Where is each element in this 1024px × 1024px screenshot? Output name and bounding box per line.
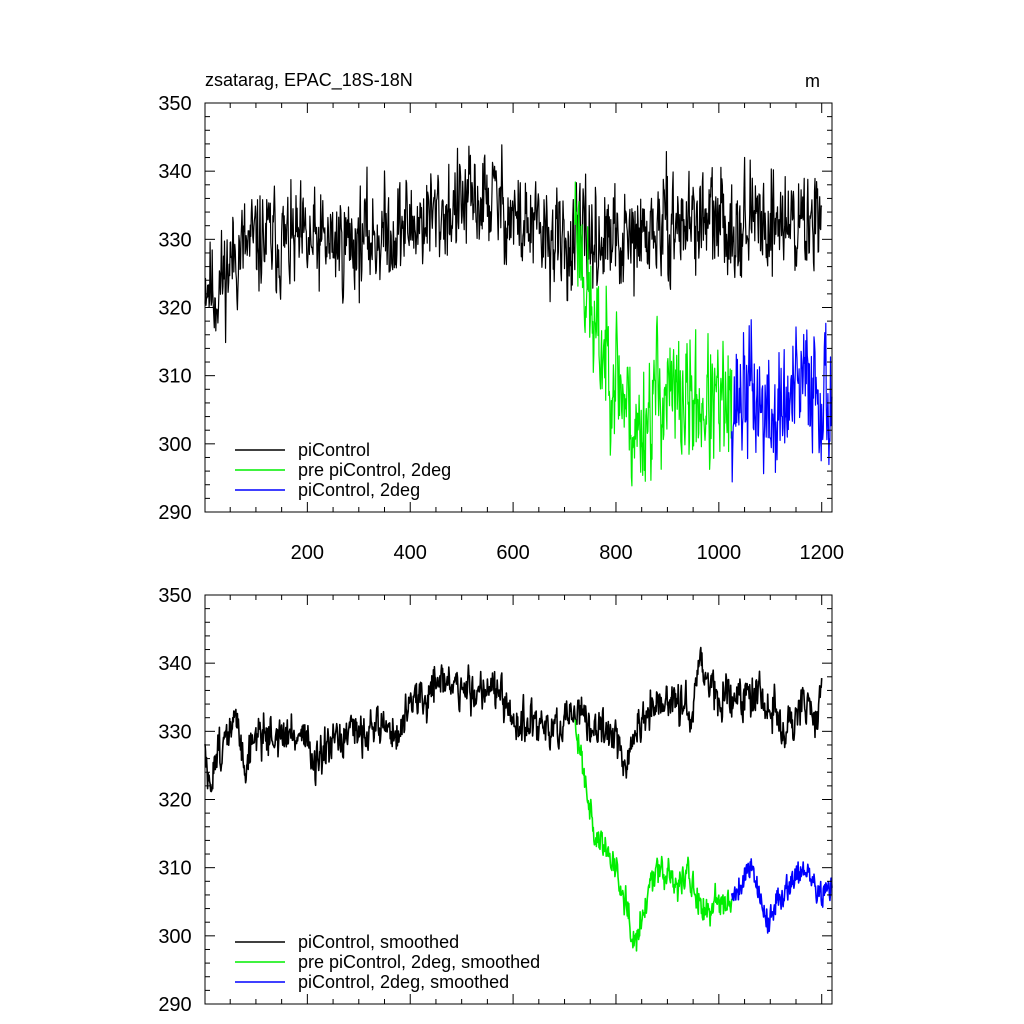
chart-title: zsatarag, EPAC_18S-18N — [205, 70, 413, 91]
legend-label-1: pre piControl, 2deg, smoothed — [298, 952, 540, 972]
plot-area-bottom: 290 300 310 320 330 340 350 piControl, smoothed… — [158, 585, 833, 1016]
x-tick-label: 1000 — [697, 542, 742, 564]
y-tick-label: 330 — [158, 229, 191, 251]
y-tick-label: 320 — [158, 790, 191, 812]
y-tick-label: 290 — [158, 502, 191, 524]
y-tick-label: 330 — [158, 721, 191, 743]
legend-label-0: piControl — [298, 440, 370, 460]
plot-area-top: 290 300 310 320 330 340 350 200 400 600 800 1000 120… — [158, 93, 844, 564]
series-line-1 — [574, 719, 733, 952]
y-tick-label: 350 — [158, 93, 191, 115]
x-tick-label: 1200 — [799, 542, 844, 564]
y-tick-label: 320 — [158, 298, 191, 320]
series-line-0 — [204, 646, 823, 793]
y-tick-label: 310 — [158, 366, 191, 388]
y-tick-label: 300 — [158, 926, 191, 948]
y-tick-label: 300 — [158, 434, 191, 456]
series-line-1 — [574, 181, 733, 487]
x-tick-label: 400 — [394, 542, 427, 564]
y-tick-label: 340 — [158, 653, 191, 675]
series-line-2 — [731, 319, 833, 483]
y-tick-label: 290 — [158, 994, 191, 1016]
y-tick-label: 340 — [158, 161, 191, 183]
series-line-2 — [730, 858, 833, 934]
panel-bottom: 290 300 310 320 330 340 350 piControl, smoothed… — [158, 585, 833, 1016]
y-tick-label: 310 — [158, 858, 191, 880]
y-tick-label: 350 — [158, 585, 191, 607]
x-tick-label: 200 — [291, 542, 324, 564]
legend-label-2: piControl, 2deg — [298, 480, 420, 500]
x-tick-label: 800 — [599, 542, 632, 564]
legend-label-0: piControl, smoothed — [298, 932, 459, 952]
units-label: m — [805, 71, 820, 91]
legend-label-2: piControl, 2deg, smoothed — [298, 972, 509, 992]
x-tick-label: 600 — [496, 542, 529, 564]
legend-label-1: pre piControl, 2deg — [298, 460, 451, 480]
panel-top: zsatarag, EPAC_18S-18N m 290 300 310 320 330… — [158, 70, 844, 564]
series-line-0 — [204, 144, 823, 344]
